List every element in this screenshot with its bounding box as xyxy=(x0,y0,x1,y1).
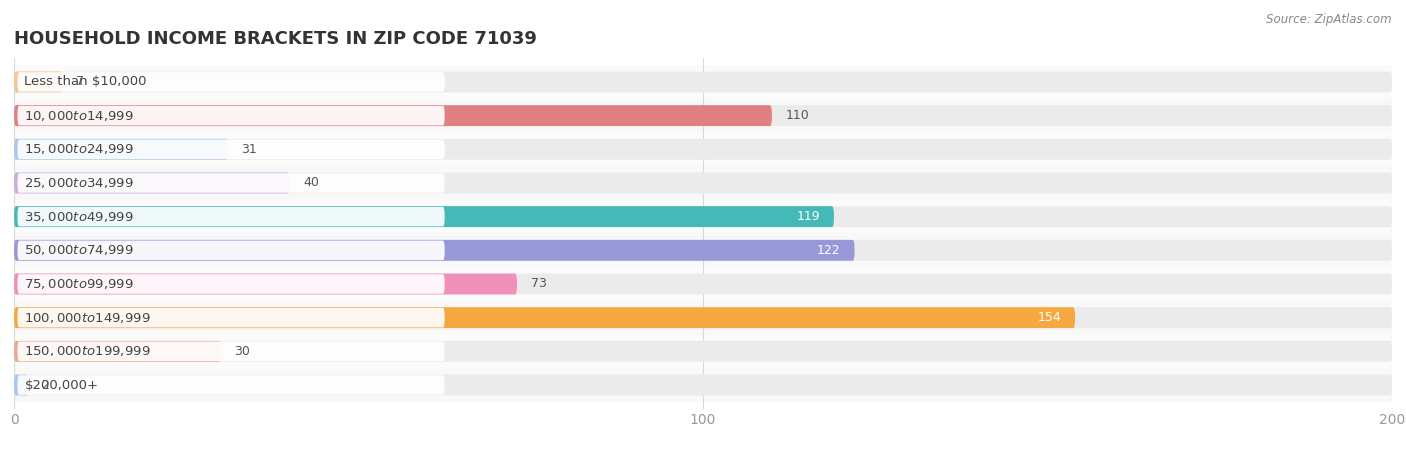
FancyBboxPatch shape xyxy=(17,106,444,125)
FancyBboxPatch shape xyxy=(14,374,1392,396)
Text: $100,000 to $149,999: $100,000 to $149,999 xyxy=(24,311,150,325)
Text: 73: 73 xyxy=(531,277,547,291)
Text: $35,000 to $49,999: $35,000 to $49,999 xyxy=(24,210,134,224)
FancyBboxPatch shape xyxy=(14,273,1392,295)
Text: 2: 2 xyxy=(42,379,49,392)
Text: 30: 30 xyxy=(235,345,250,358)
FancyBboxPatch shape xyxy=(14,105,772,126)
Text: $10,000 to $14,999: $10,000 to $14,999 xyxy=(24,109,134,123)
Bar xyxy=(14,267,1392,301)
FancyBboxPatch shape xyxy=(14,172,290,194)
FancyBboxPatch shape xyxy=(17,375,444,395)
FancyBboxPatch shape xyxy=(14,71,62,92)
FancyBboxPatch shape xyxy=(17,207,444,226)
Text: 110: 110 xyxy=(786,109,810,122)
FancyBboxPatch shape xyxy=(14,341,1392,362)
Text: 122: 122 xyxy=(817,244,841,257)
FancyBboxPatch shape xyxy=(17,342,444,361)
Text: $50,000 to $74,999: $50,000 to $74,999 xyxy=(24,243,134,257)
Bar xyxy=(14,233,1392,267)
FancyBboxPatch shape xyxy=(17,274,444,294)
FancyBboxPatch shape xyxy=(14,139,1392,160)
Text: $200,000+: $200,000+ xyxy=(24,379,98,392)
Text: Source: ZipAtlas.com: Source: ZipAtlas.com xyxy=(1267,13,1392,26)
FancyBboxPatch shape xyxy=(17,140,444,159)
Text: 40: 40 xyxy=(304,176,319,189)
FancyBboxPatch shape xyxy=(17,308,444,327)
FancyBboxPatch shape xyxy=(14,307,1392,328)
FancyBboxPatch shape xyxy=(14,71,1392,92)
Bar xyxy=(14,65,1392,99)
FancyBboxPatch shape xyxy=(14,172,1392,194)
FancyBboxPatch shape xyxy=(14,307,1076,328)
FancyBboxPatch shape xyxy=(14,341,221,362)
Text: $15,000 to $24,999: $15,000 to $24,999 xyxy=(24,142,134,156)
Text: 154: 154 xyxy=(1038,311,1062,324)
Bar xyxy=(14,301,1392,335)
FancyBboxPatch shape xyxy=(17,72,444,92)
Text: 31: 31 xyxy=(242,143,257,156)
Text: HOUSEHOLD INCOME BRACKETS IN ZIP CODE 71039: HOUSEHOLD INCOME BRACKETS IN ZIP CODE 71… xyxy=(14,31,537,48)
FancyBboxPatch shape xyxy=(14,240,1392,261)
Text: 119: 119 xyxy=(796,210,820,223)
FancyBboxPatch shape xyxy=(14,240,855,261)
FancyBboxPatch shape xyxy=(14,374,28,396)
FancyBboxPatch shape xyxy=(17,173,444,193)
Text: $25,000 to $34,999: $25,000 to $34,999 xyxy=(24,176,134,190)
Text: $75,000 to $99,999: $75,000 to $99,999 xyxy=(24,277,134,291)
FancyBboxPatch shape xyxy=(17,241,444,260)
Bar xyxy=(14,200,1392,233)
Bar xyxy=(14,166,1392,200)
Bar xyxy=(14,368,1392,402)
Bar xyxy=(14,132,1392,166)
FancyBboxPatch shape xyxy=(14,105,1392,126)
FancyBboxPatch shape xyxy=(14,273,517,295)
Text: $150,000 to $199,999: $150,000 to $199,999 xyxy=(24,344,150,358)
FancyBboxPatch shape xyxy=(14,206,834,227)
Bar xyxy=(14,335,1392,368)
FancyBboxPatch shape xyxy=(14,139,228,160)
FancyBboxPatch shape xyxy=(14,206,1392,227)
Text: Less than $10,000: Less than $10,000 xyxy=(24,75,146,88)
Bar xyxy=(14,99,1392,132)
Text: 7: 7 xyxy=(76,75,84,88)
